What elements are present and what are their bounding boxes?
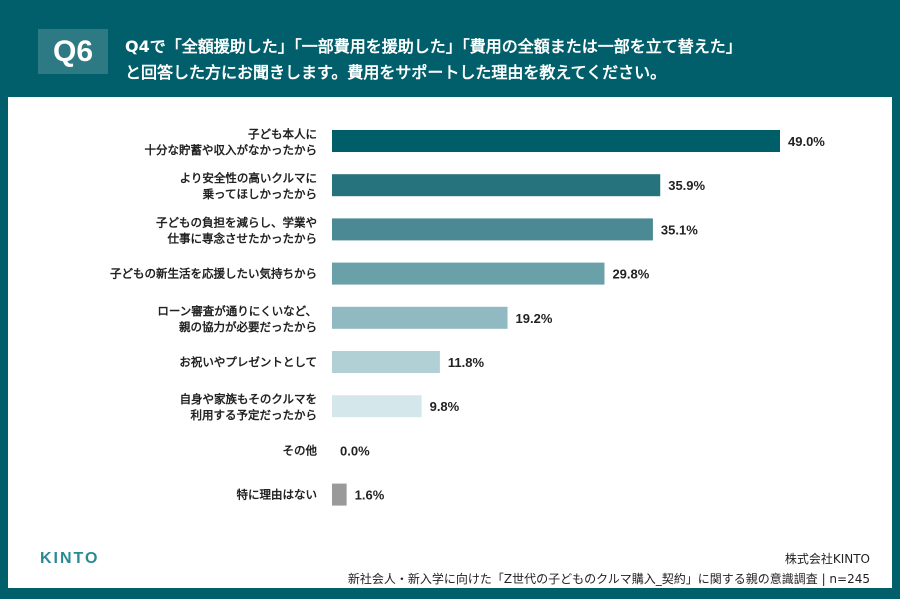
kinto-logo: KINTO <box>40 550 100 567</box>
value-label: 35.1% <box>661 222 698 237</box>
category-label: 利用する予定だったから <box>190 408 318 422</box>
value-label: 1.6% <box>355 488 385 503</box>
question-title-line1: Q4で「全額援助した」「一部費用を援助した」「費用の全額または一部を立て替えた」 <box>125 37 742 56</box>
bar <box>332 483 347 506</box>
value-label: 9.8% <box>430 399 460 414</box>
category-label: 特に理由はない <box>237 488 318 502</box>
category-label: その他 <box>283 443 318 457</box>
category-label: 自身や家族もそのクルマを <box>180 392 317 406</box>
bar <box>332 262 605 285</box>
category-label: 十分な貯蓄や収入がなかったから <box>145 143 318 157</box>
value-label: 35.9% <box>668 178 705 193</box>
value-label: 0.0% <box>340 443 370 458</box>
value-label: 11.8% <box>448 355 485 370</box>
survey-source: 新社会人・新入学に向けた「Z世代の子どものクルマ購入_契約」に関する親の意識調査… <box>347 572 870 586</box>
bar <box>332 218 653 241</box>
value-label: 19.2% <box>516 311 553 326</box>
bar <box>332 306 508 329</box>
category-label: ローン審査が通りにくいなど、 <box>157 304 317 318</box>
bar <box>332 130 780 152</box>
category-label: 仕事に専念させたかったから <box>167 231 318 245</box>
category-label: 子ども本人に <box>248 127 317 141</box>
category-label: 子どもの負担を減らし、学業や <box>156 215 317 229</box>
category-label: より安全性の高いクルマに <box>180 171 317 185</box>
category-label: 親の協力が必要だったから <box>179 320 317 334</box>
question-badge: Q6 <box>38 29 108 74</box>
bar <box>332 174 661 197</box>
category-label: 子どもの新生活を応援したい気持ちから <box>110 267 317 281</box>
question-title: Q4で「全額援助した」「一部費用を援助した」「費用の全額または一部を立て替えた」… <box>125 34 742 86</box>
value-label: 29.8% <box>612 267 649 282</box>
company-name: 株式会社KINTO <box>784 552 870 566</box>
value-label: 49.0% <box>788 134 825 149</box>
category-label: 乗ってほしかったから <box>202 187 317 201</box>
category-label: お祝いやプレゼントとして <box>179 355 317 369</box>
question-title-line2: と回答した方にお聞きします。費用をサポートした理由を教えてください。 <box>125 63 667 82</box>
bar <box>332 351 440 373</box>
bar <box>332 395 422 418</box>
